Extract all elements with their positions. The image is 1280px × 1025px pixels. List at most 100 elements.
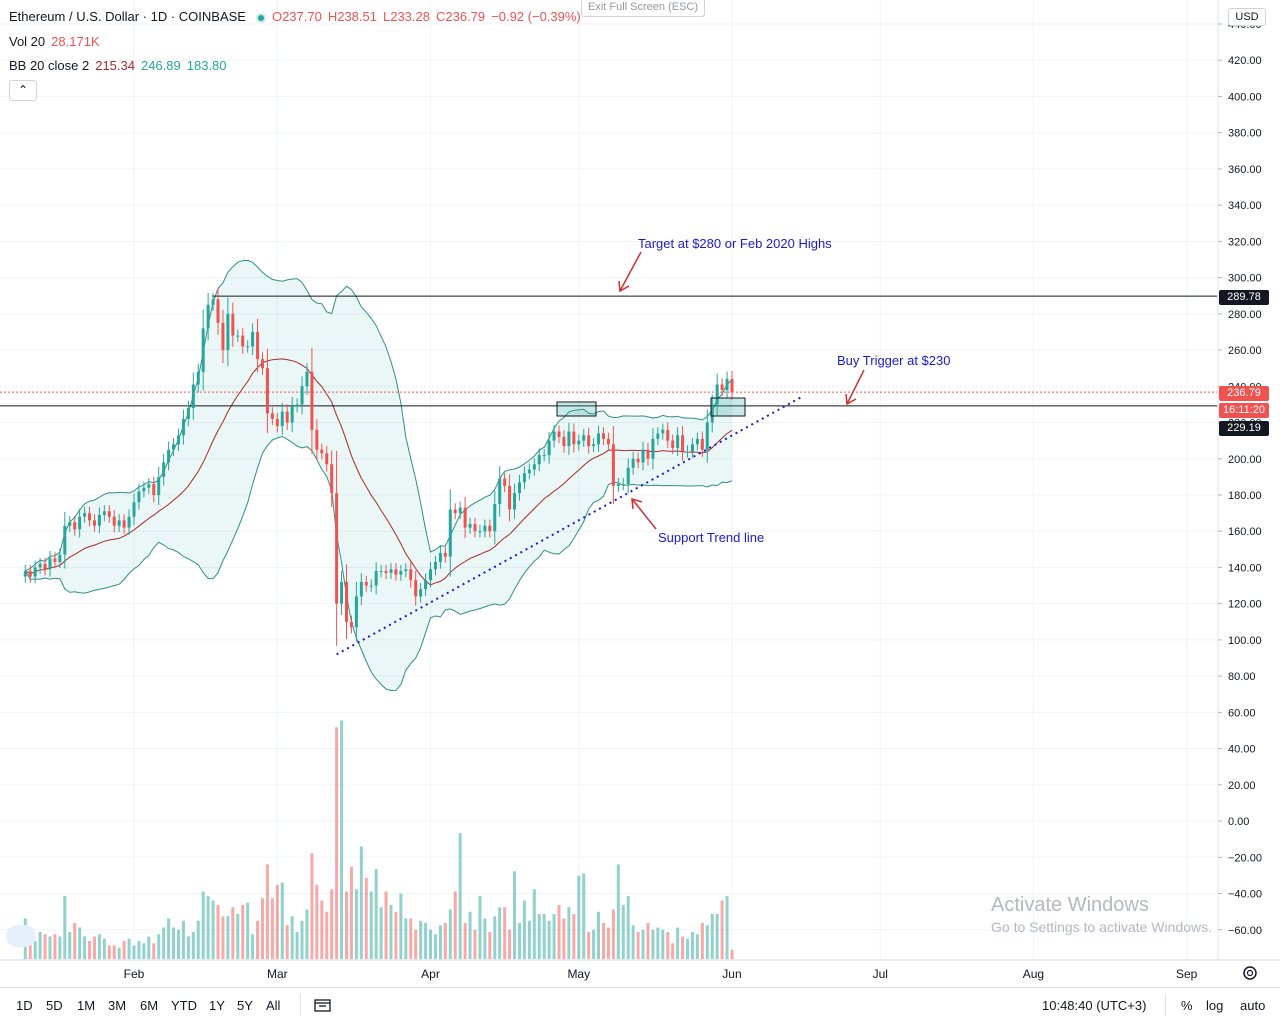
candle xyxy=(508,474,512,522)
ohlc-close: C236.79 xyxy=(435,9,486,24)
bb-basis-value: 215.34 xyxy=(95,58,135,73)
currency-button[interactable]: USD xyxy=(1228,8,1266,26)
symbol-title[interactable]: Ethereum / U.S. Dollar · 1D · COINBASE xyxy=(9,9,246,24)
candle xyxy=(335,450,339,646)
volume-bar xyxy=(275,884,279,959)
candle xyxy=(522,466,526,490)
price-chart[interactable]: 440.00420.00400.00380.00360.00340.00320.… xyxy=(0,0,1280,987)
tradingview-logo-icon[interactable] xyxy=(6,925,36,947)
symbol-legend: Ethereum / U.S. Dollar · 1D · COINBASE O2… xyxy=(9,9,587,24)
volume-bar xyxy=(295,932,299,959)
volume-bar xyxy=(478,896,482,959)
volume-bar xyxy=(542,914,546,959)
volume-bar xyxy=(167,918,171,959)
volume-bar xyxy=(162,927,166,959)
last-price-tag: 236.79 xyxy=(1219,386,1269,401)
candle xyxy=(572,423,576,453)
range-1m-button[interactable]: 1M xyxy=(77,998,96,1013)
volume-bar xyxy=(621,905,625,959)
volume-bar xyxy=(152,943,156,959)
volume-bar xyxy=(725,896,729,959)
auto-scale-toggle[interactable]: auto xyxy=(1240,998,1266,1013)
volume-bar xyxy=(690,932,694,959)
y-tick-label: 300.00 xyxy=(1228,273,1262,285)
candle xyxy=(562,430,566,453)
date-range-icon[interactable] xyxy=(314,997,332,1013)
range-all-button[interactable]: All xyxy=(266,998,281,1013)
bb-lower-value: 183.80 xyxy=(186,58,227,73)
range-3m-button[interactable]: 3M xyxy=(108,998,127,1013)
candle xyxy=(38,557,42,574)
volume-bar xyxy=(448,909,452,959)
volume-label: Vol 20 xyxy=(9,34,46,49)
candle xyxy=(127,509,131,536)
range-1d-button[interactable]: 1D xyxy=(16,998,33,1013)
log-scale-toggle[interactable]: log xyxy=(1206,998,1224,1013)
candle xyxy=(28,564,32,583)
volume-bar xyxy=(349,866,353,959)
candle xyxy=(196,363,200,393)
support-annotation: Support Trend line xyxy=(658,530,765,545)
volume-bar xyxy=(433,934,437,959)
volume-bar xyxy=(38,932,42,959)
candle xyxy=(97,507,101,534)
resistance-price-tag: 289.78 xyxy=(1219,290,1269,305)
volume-bar xyxy=(48,936,52,959)
volume-bar xyxy=(132,945,136,959)
candle xyxy=(641,441,645,471)
volume-bar xyxy=(137,941,141,959)
candle xyxy=(458,501,462,520)
exit-fullscreen-button[interactable]: Exit Full Screen (ESC) xyxy=(581,0,706,17)
volume-bar xyxy=(651,929,655,959)
candle xyxy=(132,493,136,526)
candle xyxy=(325,445,329,472)
bb-legend[interactable]: BB 20 close 2 215.34 246.89 183.80 xyxy=(9,58,233,73)
candle xyxy=(374,562,378,595)
volume-bar xyxy=(315,884,319,959)
volume-bar xyxy=(320,900,324,959)
candle xyxy=(231,302,235,347)
range-ytd-button[interactable]: YTD xyxy=(171,998,197,1013)
volume-bar xyxy=(330,889,334,959)
candle xyxy=(162,453,166,486)
candle xyxy=(517,474,521,501)
volume-bar xyxy=(340,720,344,959)
range-5d-button[interactable]: 5D xyxy=(46,998,63,1013)
consolidation-box-may xyxy=(556,401,597,417)
range-1y-button[interactable]: 1Y xyxy=(209,998,225,1013)
chart-grid xyxy=(0,0,1217,960)
volume-bar xyxy=(616,864,620,959)
candle xyxy=(186,400,190,427)
volume-bar xyxy=(236,914,240,959)
candle xyxy=(433,555,437,576)
volume-bar xyxy=(567,907,571,959)
range-6m-button[interactable]: 6M xyxy=(140,998,159,1013)
volume-bar xyxy=(522,900,526,959)
candle xyxy=(236,329,240,342)
volume-legend[interactable]: Vol 20 28.171K xyxy=(9,34,106,49)
y-tick-label: −20.00 xyxy=(1228,852,1262,864)
candlesticks xyxy=(23,287,734,646)
y-tick-label: 260.00 xyxy=(1228,345,1262,357)
collapse-legend-button[interactable]: ⌃ xyxy=(9,80,37,101)
volume-bar xyxy=(606,927,610,959)
volume-bar xyxy=(97,934,101,959)
range-5y-button[interactable]: 5Y xyxy=(237,998,253,1013)
candle xyxy=(256,318,260,373)
percent-scale-toggle[interactable]: % xyxy=(1181,998,1193,1013)
candle xyxy=(305,363,309,395)
buy-trigger-annotation: Buy Trigger at $230 xyxy=(837,353,951,368)
clock-readout[interactable]: 10:48:40 (UTC+3) xyxy=(1042,998,1147,1013)
volume-bar xyxy=(364,878,368,959)
candle xyxy=(73,516,77,536)
volume-bar xyxy=(181,920,185,959)
volume-bar xyxy=(671,943,675,959)
candle xyxy=(345,564,349,640)
bb-label: BB 20 close 2 xyxy=(9,58,90,73)
volume-bar xyxy=(256,920,260,959)
candle xyxy=(606,432,610,451)
volume-bar xyxy=(201,891,205,959)
candle xyxy=(429,561,433,588)
candle xyxy=(53,552,57,569)
volume-bar xyxy=(43,934,47,959)
